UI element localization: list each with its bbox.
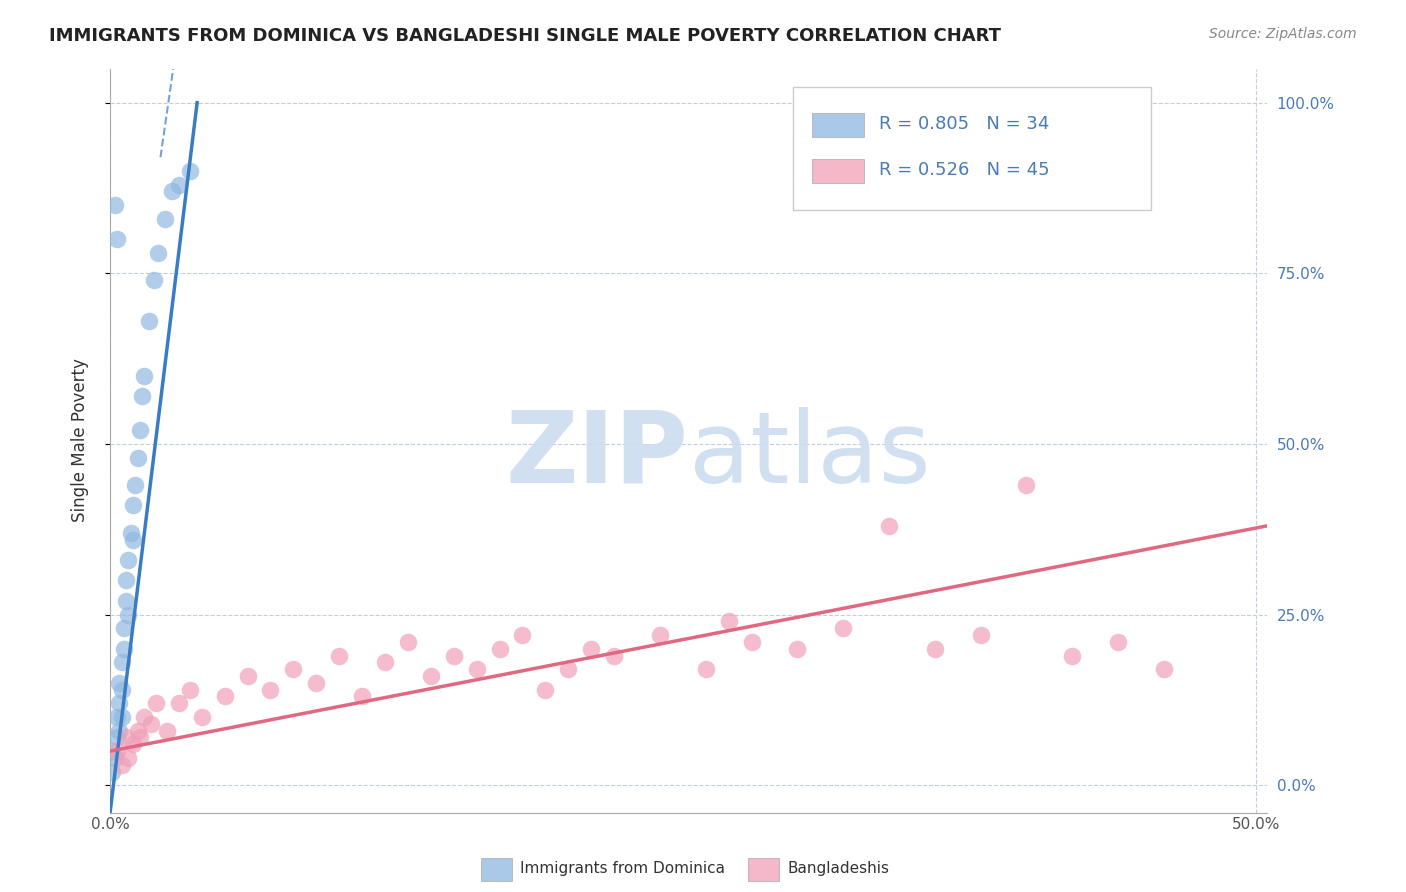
Point [443,648,465,663]
Point [283,662,305,676]
Point [1062,648,1084,663]
Point [112,621,135,635]
Point [128,731,150,745]
Point [579,641,602,656]
Point [117,751,139,765]
Point [110,710,132,724]
Point [105,744,128,758]
Point [877,519,900,533]
Text: IMMIGRANTS FROM DOMINICA VS BANGLADESHI SINGLE MALE POVERTY CORRELATION CHART: IMMIGRANTS FROM DOMINICA VS BANGLADESHI … [49,27,1001,45]
Point [145,696,167,710]
Point [153,211,176,226]
Point [115,574,138,588]
Point [104,198,127,212]
Point [127,723,149,738]
Point [465,662,488,676]
Point [396,635,419,649]
Point [134,710,156,724]
Point [138,314,160,328]
Text: atlas: atlas [689,407,931,504]
Point [328,648,350,663]
Point [108,676,131,690]
Point [115,594,138,608]
Text: ZIP: ZIP [506,407,689,504]
Point [1153,662,1175,676]
Point [259,682,281,697]
Point [105,710,128,724]
Point [141,716,163,731]
Point [832,621,855,635]
Text: R = 0.805   N = 34: R = 0.805 N = 34 [880,115,1050,133]
Point [105,731,128,745]
Point [110,656,132,670]
Point [214,690,236,704]
Text: Bangladeshis: Bangladeshis [787,862,890,876]
Point [120,525,142,540]
Point [115,731,138,745]
Point [167,696,190,710]
Point [179,164,201,178]
Point [305,676,328,690]
Point [108,696,131,710]
Point [695,662,717,676]
Point [1015,478,1038,492]
Point [112,641,135,656]
FancyBboxPatch shape [813,160,865,183]
Point [352,690,374,704]
Point [117,607,139,622]
Point [969,628,991,642]
Point [117,553,139,567]
Point [512,628,534,642]
Point [419,669,441,683]
Point [160,185,183,199]
Point [534,682,557,697]
Point [717,615,740,629]
Point [131,389,153,403]
Point [101,744,124,758]
Point [374,656,396,670]
Point [122,533,145,547]
Point [557,662,579,676]
Point [134,368,156,383]
Point [741,635,763,649]
Text: Source: ZipAtlas.com: Source: ZipAtlas.com [1209,27,1357,41]
FancyBboxPatch shape [813,113,865,137]
Point [190,710,212,724]
Point [236,669,259,683]
Point [104,751,127,765]
FancyBboxPatch shape [793,87,1152,210]
Point [167,178,190,192]
Point [142,273,165,287]
Point [648,628,671,642]
Text: R = 0.526   N = 45: R = 0.526 N = 45 [880,161,1050,179]
Point [786,641,808,656]
Point [924,641,946,656]
Point [148,245,170,260]
Point [122,737,145,751]
Point [122,499,145,513]
Point [179,682,201,697]
Point [603,648,626,663]
Point [101,764,124,779]
Point [1107,635,1129,649]
Point [128,423,150,437]
Point [105,232,128,246]
Point [127,450,149,465]
Y-axis label: Single Male Poverty: Single Male Poverty [72,359,89,523]
Text: Immigrants from Dominica: Immigrants from Dominica [520,862,725,876]
Point [156,723,179,738]
Point [110,682,132,697]
Point [488,641,510,656]
Point [124,478,146,492]
Point [110,757,132,772]
Point [108,723,131,738]
